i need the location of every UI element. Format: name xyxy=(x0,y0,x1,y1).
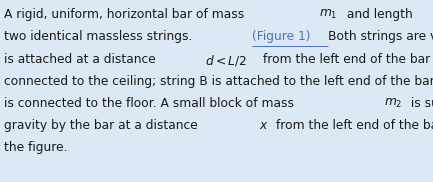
Text: (Figure 1): (Figure 1) xyxy=(252,30,311,43)
Text: two identical massless strings.: two identical massless strings. xyxy=(4,30,197,43)
Text: is attached at a distance: is attached at a distance xyxy=(4,53,160,66)
Text: $d < L/2$: $d < L/2$ xyxy=(205,53,247,68)
Text: gravity by the bar at a distance: gravity by the bar at a distance xyxy=(4,119,202,132)
Text: from the left end of the bar, as shown in: from the left end of the bar, as shown i… xyxy=(272,119,433,132)
Text: is connected to the floor. A small block of mass: is connected to the floor. A small block… xyxy=(4,97,298,110)
Text: Both strings are vertical. String A: Both strings are vertical. String A xyxy=(328,30,433,43)
Text: connected to the ceiling; string B is attached to the left end of the bar and: connected to the ceiling; string B is at… xyxy=(4,75,433,88)
Text: and length: and length xyxy=(343,8,417,21)
Text: from the left end of the bar and is: from the left end of the bar and is xyxy=(259,53,433,66)
Text: is supported against: is supported against xyxy=(407,97,433,110)
Text: $m_1$: $m_1$ xyxy=(319,8,338,21)
Text: A rigid, uniform, horizontal bar of mass: A rigid, uniform, horizontal bar of mass xyxy=(4,8,249,21)
Text: $x$: $x$ xyxy=(259,119,269,132)
Text: $m_2$: $m_2$ xyxy=(384,97,402,110)
Text: the figure.: the figure. xyxy=(4,141,68,154)
